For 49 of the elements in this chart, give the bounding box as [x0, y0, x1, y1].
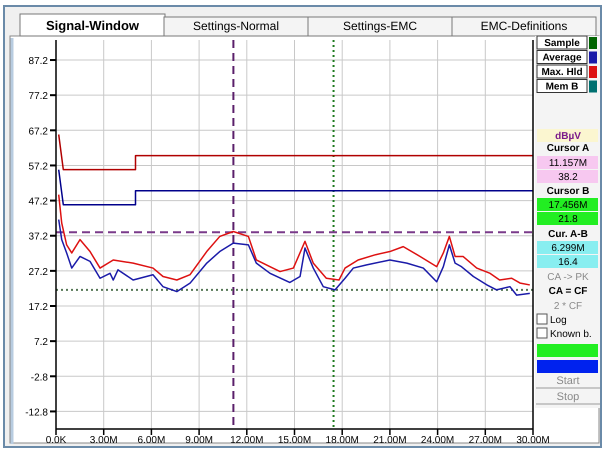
text: Cursor B [546, 186, 590, 197]
x-tick-label: 0.0K [46, 435, 67, 446]
x-tick-label: 21.00M [373, 435, 407, 446]
x-tick-label: 24.00M [420, 435, 454, 446]
text: 16.4 [558, 257, 578, 268]
text: EMC-Definitions [480, 19, 568, 33]
text: Start [556, 375, 580, 387]
legend-label: Max. Hld [541, 67, 583, 78]
y-tick-label: 77.2 [28, 91, 48, 102]
text: Settings-Normal [192, 19, 280, 33]
y-tick-label: 57.2 [28, 161, 48, 172]
x-tick-label: 27.00M [468, 435, 502, 446]
text: CA = CF [548, 286, 588, 297]
x-tick-label: 3.00M [90, 435, 118, 446]
y-tick-label: 37.2 [28, 232, 48, 243]
text: Cursor A [546, 143, 590, 154]
text: 2 * CF [554, 301, 582, 312]
text: 11.157M [548, 158, 588, 169]
y-tick-label: 7.2 [34, 337, 48, 348]
y-tick-label: -2.8 [30, 372, 48, 384]
line-series [58, 194, 531, 286]
text: Known b. [550, 329, 592, 340]
text: 6.299M [551, 243, 585, 254]
y-tick-label: 27.2 [28, 266, 48, 278]
y-tick-label: 47.2 [28, 196, 48, 208]
line-series [58, 218, 531, 296]
legend-label: Average [542, 52, 582, 64]
x-tick-label: 12.00M [230, 435, 264, 446]
text: Settings-EMC [342, 19, 418, 33]
y-axis-title: dBµV [555, 131, 582, 142]
text: Log [550, 315, 567, 326]
x-tick-label: 6.00M [138, 435, 166, 446]
y-tick-label: 67.2 [28, 126, 48, 138]
y-tick-label: 17.2 [28, 302, 48, 314]
x-tick-label: 9.00M [185, 435, 213, 446]
legend-label: Mem B [546, 82, 578, 92]
x-tick-label: 18.00M [326, 435, 359, 446]
y-tick-label: -12.8 [25, 407, 48, 418]
text: Signal-Window [46, 18, 140, 33]
legend-label: Sample [544, 38, 580, 49]
text: Stop [556, 391, 580, 403]
x-tick-label: 30.00M [516, 435, 550, 446]
text: 38.2 [558, 172, 578, 183]
y-tick-label: 87.2 [28, 56, 48, 68]
text: 17.456M [548, 200, 588, 211]
text: Cur. A-B [548, 229, 588, 240]
text: CA -> PK [547, 272, 590, 283]
x-tick-label: 15.00M [278, 435, 312, 446]
text: 21.8 [558, 214, 578, 225]
